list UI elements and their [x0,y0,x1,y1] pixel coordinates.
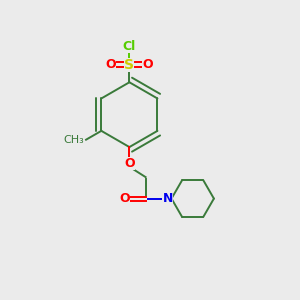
Text: CH₃: CH₃ [64,135,85,145]
Text: N: N [163,192,173,205]
Text: Cl: Cl [123,40,136,53]
Text: S: S [124,58,134,72]
Text: O: O [119,192,130,205]
Text: O: O [124,157,135,170]
Text: O: O [142,58,153,71]
Text: O: O [106,58,116,71]
